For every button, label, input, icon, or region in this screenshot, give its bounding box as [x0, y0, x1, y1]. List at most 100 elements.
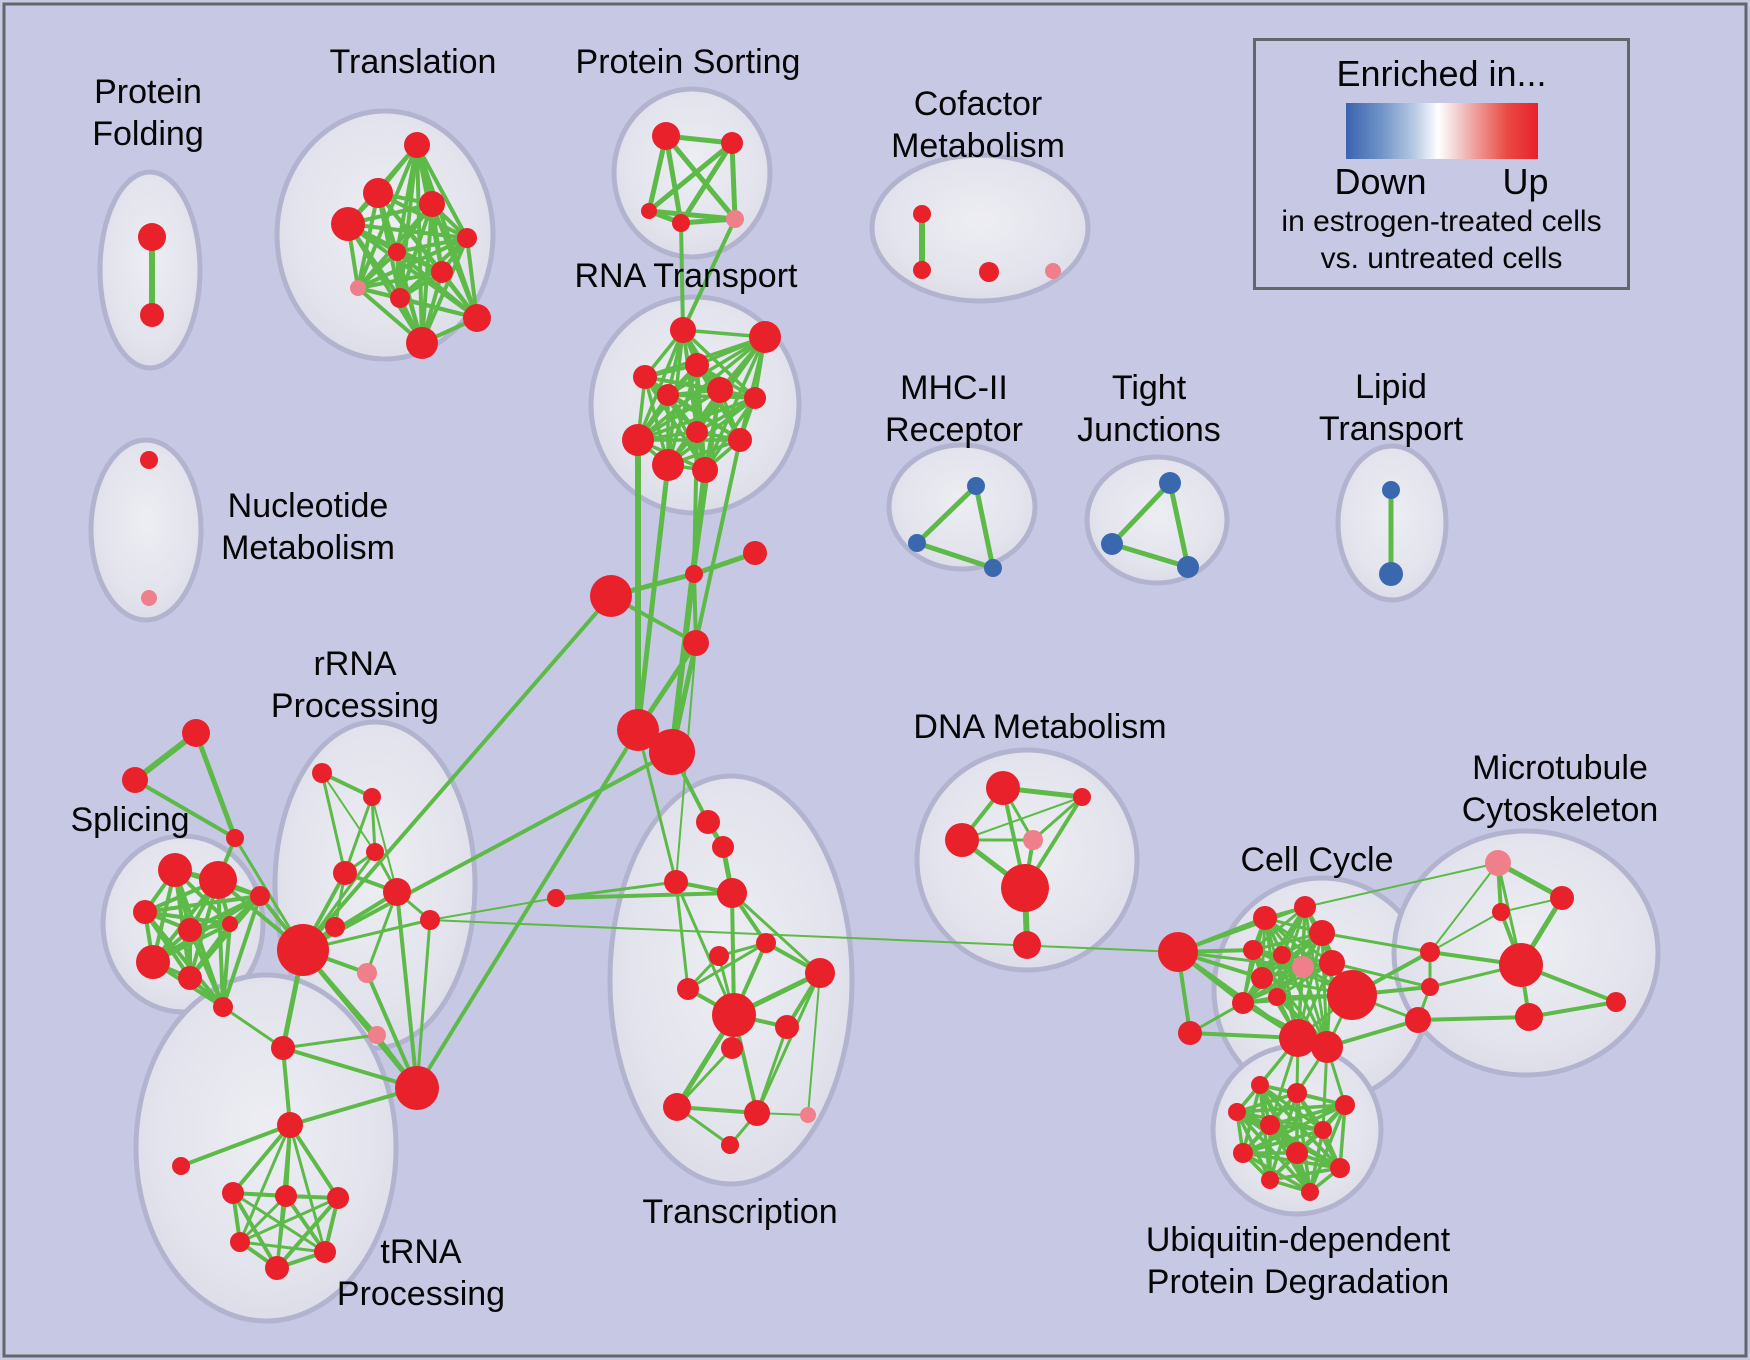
node-cell-cycle-13: [1279, 1019, 1317, 1057]
edge-protein-sorting: [678, 216, 738, 226]
edge-ubiquitin-degradation: [1241, 1128, 1325, 1155]
edge-splicing: [188, 894, 262, 980]
edge-rrna-processing: [320, 771, 347, 875]
node-translation-10: [406, 327, 438, 359]
legend-caption-line2: vs. untreated cells: [1320, 242, 1563, 275]
node-trna-processing-6: [314, 1241, 336, 1263]
edge-microtubule-cytoskeleton: [1429, 862, 1499, 953]
edge-link-connectors--rrna-processing: [301, 750, 674, 952]
edge-trna-processing: [231, 1191, 279, 1270]
node-protein-folding-1: [140, 303, 164, 327]
cluster-label-cell-cycle: Cell Cycle: [1240, 841, 1393, 879]
cluster-label-rna-transport: RNA Transport: [575, 257, 799, 295]
edge-rna-transport: [666, 396, 757, 467]
edge-protein-sorting: [663, 133, 738, 222]
cluster-label-trna-processing: tRNA Processing: [337, 1233, 505, 1313]
edge-trna-processing: [231, 1123, 292, 1195]
node-protein-sorting-0: [652, 122, 680, 150]
edge-rrna-processing: [395, 890, 419, 1090]
cluster-label-mhc-ii-receptor: MHC-II Receptor: [885, 369, 1023, 449]
edge-link-connectors--transcription: [554, 880, 678, 900]
node-transcription-3: [717, 878, 747, 908]
node-microtubule-cytoskeleton-2: [1492, 903, 1510, 921]
cluster-label-cofactor-metabolism: Cofactor Metabolism: [891, 85, 1065, 165]
edge-link-protein-sorting--rna-transport: [679, 221, 685, 332]
node-transcription-0: [696, 810, 720, 834]
node-transcription-10: [721, 1037, 743, 1059]
edge-translation: [430, 202, 479, 320]
node-splicing-8: [213, 997, 233, 1017]
edge-splicing: [221, 894, 262, 1009]
edge-microtubule-cytoskeleton: [1429, 911, 1502, 953]
cluster-label-tight-junctions: Tight Junctions: [1077, 369, 1221, 449]
legend-caption-line1: in estrogen-treated cells: [1281, 205, 1602, 238]
node-translation-4: [457, 228, 477, 248]
cluster-ellipse-cofactor-metabolism: [869, 152, 1091, 304]
node-splicing-3: [178, 918, 202, 942]
node-transcription-1: [712, 836, 734, 858]
node-trna-processing-3: [275, 1185, 297, 1207]
cluster-label-protein-sorting: Protein Sorting: [576, 43, 801, 81]
edge-splicing: [151, 894, 262, 964]
node-tight-junctions-0: [1159, 472, 1181, 494]
node-transcription-6: [805, 958, 835, 988]
node-rna-transport-11: [692, 457, 718, 483]
node-connectors-1: [122, 767, 148, 793]
edge-link-cell-cycle--microtubule-cytoskeleton: [1304, 862, 1499, 908]
edge-trna-processing: [275, 1196, 340, 1270]
node-rna-transport-6: [744, 387, 766, 409]
node-connectors-8: [649, 729, 695, 775]
node-rna-transport-5: [707, 377, 733, 403]
cluster-label-microtubule-cytoskeleton: Microtubule Cytoskeleton: [1462, 749, 1659, 829]
cluster-label-nucleotide-metabolism: Nucleotide Metabolism: [221, 487, 395, 567]
node-microtubule-cytoskeleton-3: [1499, 943, 1543, 987]
node-ubiquitin-degradation-5: [1314, 1121, 1332, 1139]
node-microtubule-cytoskeleton-0: [1485, 850, 1511, 876]
node-rrna-processing-3: [333, 861, 357, 885]
node-connectors-7: [617, 709, 659, 751]
edge-ubiquitin-degradation: [1268, 1103, 1347, 1127]
node-splicing-5: [136, 945, 170, 979]
edge-trna-processing: [179, 1123, 292, 1168]
node-rrna-processing-7: [277, 924, 329, 976]
edge-trna-processing: [284, 1194, 327, 1254]
legend-title: Enriched in...: [1336, 53, 1547, 94]
edge-ubiquitin-degradation: [1235, 1103, 1347, 1114]
node-cofactor-metabolism-3: [1045, 263, 1061, 279]
edge-cell-cycle: [1263, 916, 1334, 965]
node-translation-1: [363, 178, 393, 208]
node-microtubule-cytoskeleton-1: [1550, 886, 1574, 910]
node-splicing-1: [199, 861, 237, 899]
node-dna-metabolism-4: [1001, 864, 1049, 912]
edge-dna-metabolism: [961, 796, 1083, 841]
edge-link-rrna-processing--trna-processing: [288, 1086, 419, 1127]
node-protein-sorting-2: [641, 203, 657, 219]
node-rrna-processing-6: [325, 917, 345, 937]
node-protein-sorting-4: [726, 210, 744, 228]
node-tight-junctions-1: [1101, 533, 1123, 555]
node-rna-transport-4: [657, 384, 679, 406]
edge-transcription: [755, 971, 822, 1115]
edge-rna-transport: [636, 396, 757, 442]
edge-protein-sorting: [678, 140, 735, 226]
edge-link-connectors--rrna-processing: [301, 594, 613, 952]
edge-translation: [395, 236, 469, 254]
edge-connectors: [193, 730, 238, 841]
cluster-label-rrna-processing: rRNA Processing: [271, 645, 439, 725]
node-rna-transport-2: [685, 353, 709, 377]
node-trna-processing-2: [222, 1182, 244, 1204]
node-rrna-processing-1: [363, 788, 381, 806]
node-cell-cycle-14: [1311, 1031, 1343, 1063]
edge-tight-junctions: [1109, 480, 1173, 547]
edge-cell-cycle: [1251, 905, 1307, 952]
node-microtubule-cytoskeleton-7: [1421, 978, 1439, 996]
node-dna-metabolism-3: [1023, 830, 1043, 850]
edge-link-rna-transport--connectors: [669, 467, 708, 755]
node-protein-folding-0: [138, 223, 166, 251]
edge-cell-cycle: [1176, 950, 1305, 969]
node-transcription-8: [712, 993, 756, 1037]
edge-microtubule-cytoskeleton: [1416, 1015, 1531, 1022]
node-cell-cycle-10: [1232, 992, 1254, 1014]
edge-trna-processing: [238, 1240, 327, 1254]
node-microtubule-cytoskeleton-4: [1515, 1003, 1543, 1031]
